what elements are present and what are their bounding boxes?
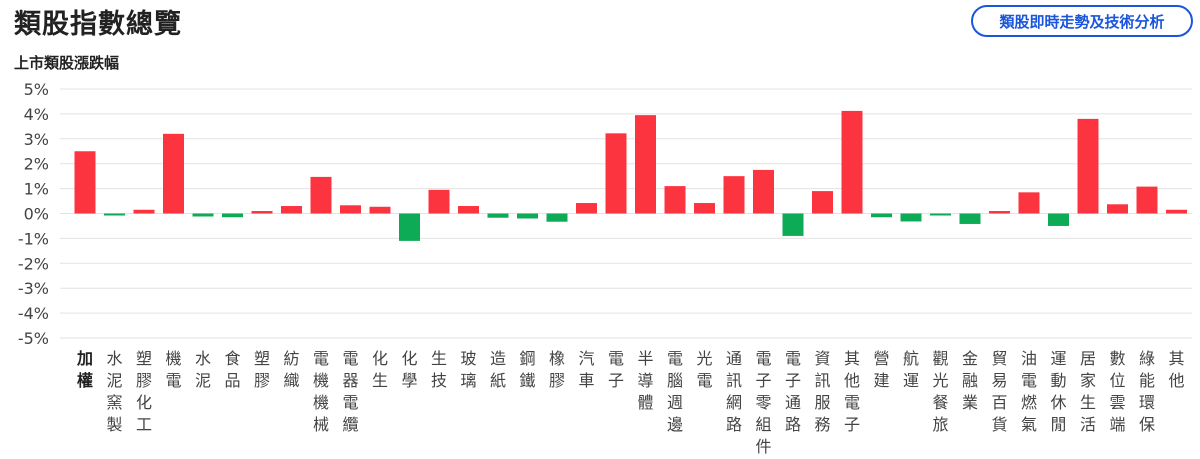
x-tick-label: 鋼鐵 xyxy=(519,349,535,390)
bar-其他[interactable] xyxy=(1166,209,1187,214)
x-tick-label: 營建 xyxy=(873,349,889,390)
x-tick-label: 紡織 xyxy=(283,349,299,390)
y-tick-label: 4% xyxy=(24,105,49,124)
x-tick-label: 玻璃 xyxy=(460,349,476,390)
x-tick-label: 汽車 xyxy=(578,349,594,390)
y-tick-label: -2% xyxy=(18,254,49,273)
bar-半導體[interactable] xyxy=(635,115,656,214)
bar-汽車[interactable] xyxy=(576,203,597,214)
bar-塑膠[interactable] xyxy=(251,211,273,214)
x-tick-label: 造紙 xyxy=(490,349,506,390)
bar-居家生活[interactable] xyxy=(1077,118,1099,214)
bar-電子通路[interactable] xyxy=(782,213,804,236)
bar-機電[interactable] xyxy=(163,133,184,214)
bar-橡膠[interactable] xyxy=(546,213,568,222)
bar-加權[interactable] xyxy=(74,151,96,214)
y-tick-label: -5% xyxy=(18,329,49,348)
y-tick-label: 3% xyxy=(24,130,49,149)
x-tick-label: 資訊服務 xyxy=(814,349,830,434)
x-tick-label: 電子通路 xyxy=(785,349,801,434)
x-tick-label: 電腦週邊 xyxy=(667,349,683,434)
x-tick-label: 光電 xyxy=(696,349,712,390)
y-tick-label: 1% xyxy=(24,180,49,199)
x-tick-label: 貿易百貨 xyxy=(991,349,1007,434)
x-tick-label: 生技 xyxy=(431,349,447,390)
bar-電機機械[interactable] xyxy=(310,176,332,214)
x-tick-label: 通訊網路 xyxy=(726,349,742,434)
x-tick-label: 加權 xyxy=(76,349,93,390)
x-tick-label: 塑膠 xyxy=(254,349,270,390)
x-tick-label: 觀光餐旅 xyxy=(932,349,948,434)
bar-運動休閒[interactable] xyxy=(1048,213,1069,226)
bar-光電[interactable] xyxy=(694,203,715,214)
page-title: 類股指數總覽 xyxy=(14,9,182,40)
x-tick-label: 電機機械 xyxy=(313,349,329,434)
bar-水泥窯製[interactable] xyxy=(104,213,125,216)
y-tick-label: 5% xyxy=(24,80,49,99)
x-tick-label: 化生 xyxy=(372,349,388,390)
x-tick-label: 電器電纜 xyxy=(342,349,358,434)
x-tick-label: 居家生活 xyxy=(1080,349,1096,434)
sector-realtime-analysis-button[interactable]: 類股即時走勢及技術分析 xyxy=(971,5,1193,37)
bar-化學[interactable] xyxy=(399,213,420,241)
bars xyxy=(74,110,1187,241)
x-tick-label: 航運 xyxy=(903,349,919,390)
x-tick-label: 其他電子 xyxy=(844,349,860,434)
bar-金融業[interactable] xyxy=(959,213,981,224)
bar-電子[interactable] xyxy=(605,133,627,214)
bar-觀光餐旅[interactable] xyxy=(930,213,951,216)
bar-造紙[interactable] xyxy=(487,213,509,218)
x-tick-label: 水泥窯製 xyxy=(106,349,122,434)
bar-電腦週邊[interactable] xyxy=(664,186,686,214)
x-tick-label: 運動休閒 xyxy=(1050,349,1066,434)
x-tick-label: 機電 xyxy=(165,349,181,390)
bar-航運[interactable] xyxy=(900,213,922,222)
y-tick-label: -3% xyxy=(18,279,49,298)
x-tick-label: 電子 xyxy=(608,349,624,390)
x-tick-label: 其他 xyxy=(1168,349,1184,390)
bar-通訊網路[interactable] xyxy=(723,176,745,214)
x-tick-label: 油電燃氣 xyxy=(1021,349,1037,434)
bar-生技[interactable] xyxy=(428,189,450,214)
bar-營建[interactable] xyxy=(871,213,892,218)
x-tick-label: 數位雲端 xyxy=(1109,349,1125,434)
bar-玻璃[interactable] xyxy=(458,206,479,214)
bar-數位雲端[interactable] xyxy=(1107,204,1128,214)
x-tick-label: 金融業 xyxy=(962,349,978,412)
x-tick-label: 化學 xyxy=(401,349,417,390)
bar-電子零組件[interactable] xyxy=(753,169,774,214)
bar-水泥[interactable] xyxy=(192,213,214,217)
bar-鋼鐵[interactable] xyxy=(517,213,538,219)
bar-電器電纜[interactable] xyxy=(340,205,361,214)
y-axis-tick-labels: 5% 4% 3% 2% 1% 0% -1% -2% -3% -4% -5% xyxy=(18,80,49,348)
x-tick-label: 塑膠化工 xyxy=(136,349,152,434)
x-axis-category-labels: 加權水泥窯製塑膠化工機電水泥食品塑膠紡織電機機械電器電纜化生化學生技玻璃造紙鋼鐵… xyxy=(76,349,1185,456)
bar-化生[interactable] xyxy=(369,206,391,214)
y-tick-label: 2% xyxy=(24,155,49,174)
x-tick-label: 橡膠 xyxy=(549,349,565,390)
x-tick-label: 綠能環保 xyxy=(1139,349,1155,434)
bar-塑膠化工[interactable] xyxy=(133,209,155,214)
bar-其他電子[interactable] xyxy=(841,110,863,214)
bar-貿易百貨[interactable] xyxy=(989,211,1010,214)
bar-紡織[interactable] xyxy=(281,206,302,214)
bar-油電燃氣[interactable] xyxy=(1018,192,1040,214)
x-tick-label: 半導體 xyxy=(637,349,653,412)
bar-資訊服務[interactable] xyxy=(812,191,833,214)
x-tick-label: 水泥 xyxy=(195,349,211,390)
chart-subtitle: 上市類股漲跌幅 xyxy=(14,54,120,72)
bar-食品[interactable] xyxy=(222,213,243,218)
y-tick-label: -4% xyxy=(18,304,49,323)
y-tick-label: -1% xyxy=(18,229,49,248)
x-tick-label: 電子零組件 xyxy=(755,349,771,456)
x-tick-label: 食品 xyxy=(224,349,240,390)
y-tick-label: 0% xyxy=(24,205,49,224)
bar-綠能環保[interactable] xyxy=(1136,186,1158,214)
